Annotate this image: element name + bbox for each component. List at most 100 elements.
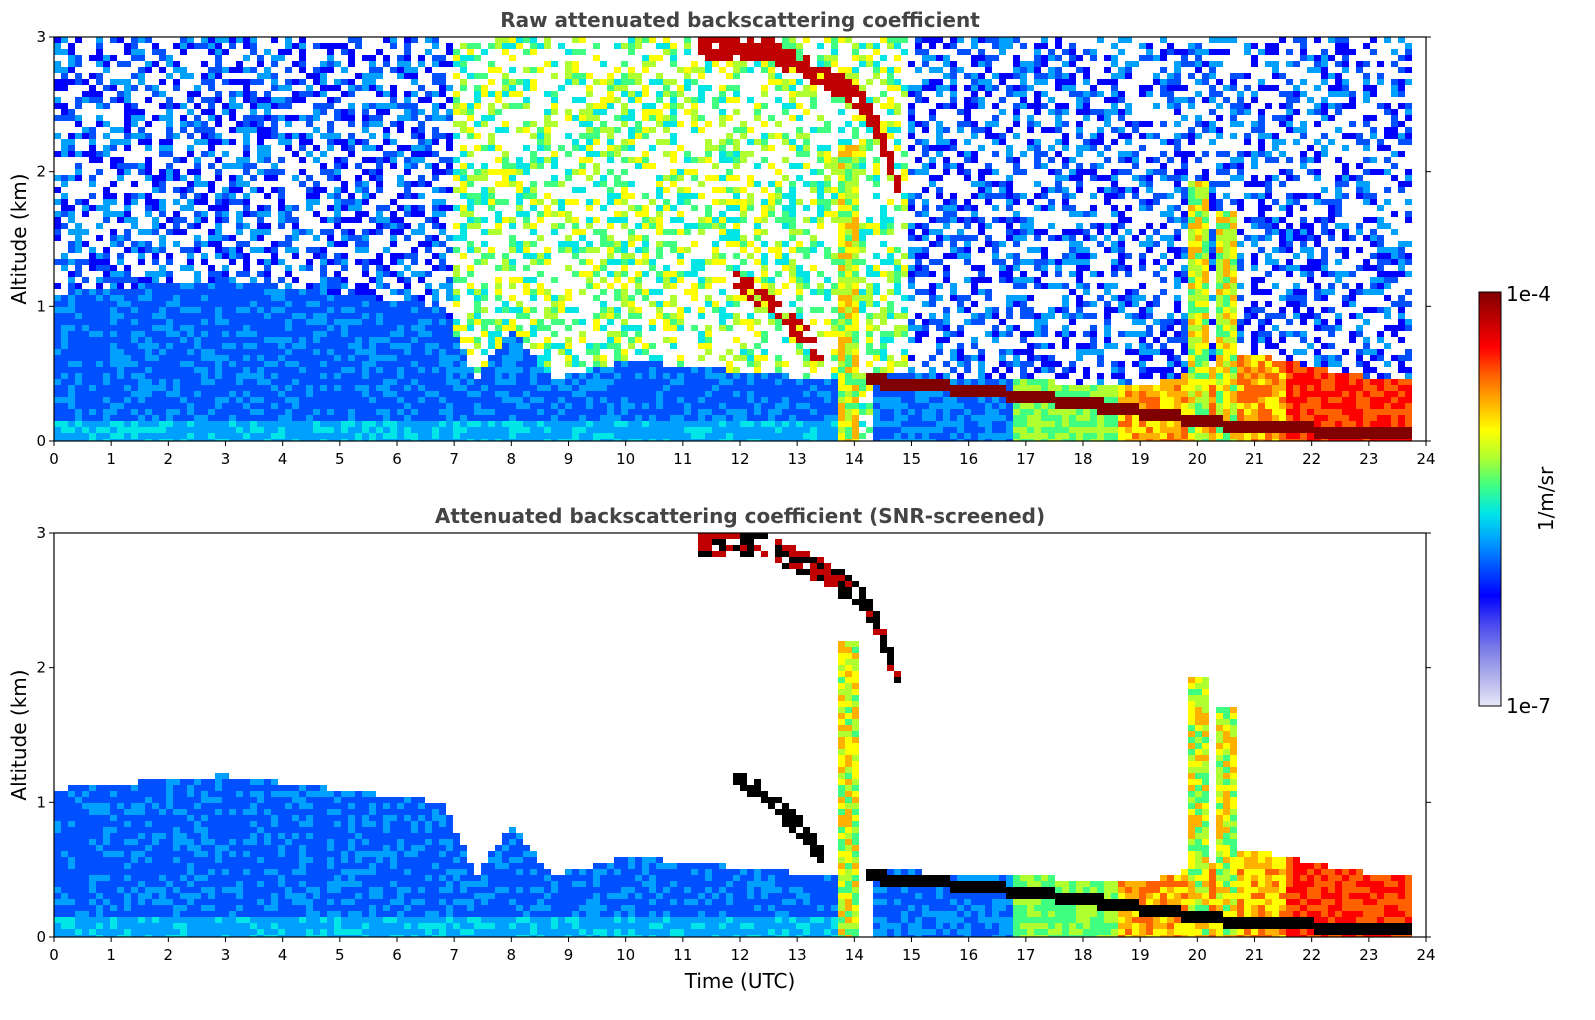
heatmap-cell (572, 49, 579, 55)
heatmap-cell (418, 145, 425, 151)
heatmap-cell (348, 115, 355, 121)
heatmap-cell (96, 367, 103, 373)
heatmap-cell (236, 91, 243, 97)
heatmap-cell (677, 439, 684, 441)
heatmap-cell (467, 49, 474, 55)
heatmap-cell (418, 229, 425, 235)
heatmap-cell (68, 67, 75, 73)
heatmap-cell (495, 307, 502, 313)
heatmap-cell (124, 403, 131, 409)
heatmap-cell (474, 319, 481, 325)
heatmap-cell (271, 367, 278, 373)
heatmap-cell (369, 217, 376, 223)
heatmap-cell (642, 61, 649, 67)
heatmap-cell (740, 385, 747, 391)
heatmap-cell (446, 265, 453, 271)
heatmap-cell (222, 397, 229, 403)
heatmap-cell (208, 103, 215, 109)
heatmap-cell (558, 295, 565, 301)
heatmap-cell (96, 37, 103, 43)
heatmap-cell (607, 259, 614, 265)
heatmap-cell (89, 331, 96, 337)
heatmap-cell (180, 127, 187, 133)
heatmap-cell (327, 277, 334, 283)
heatmap-cell (96, 373, 103, 379)
heatmap-cell (390, 241, 397, 247)
heatmap-cell (439, 253, 446, 259)
heatmap-cell (131, 181, 138, 187)
heatmap-cell (488, 415, 495, 421)
heatmap-cell (54, 217, 61, 223)
heatmap-cell (509, 79, 516, 85)
heatmap-cell (425, 181, 432, 187)
heatmap-cell (229, 331, 236, 337)
heatmap-cell (684, 73, 691, 79)
heatmap-cell (208, 349, 215, 355)
heatmap-cell (306, 175, 313, 181)
heatmap-cell (131, 307, 138, 313)
heatmap-cell (348, 325, 355, 331)
heatmap-cell (824, 277, 831, 283)
heatmap-cell (334, 421, 341, 427)
heatmap-cell (201, 133, 208, 139)
heatmap-cell (215, 175, 222, 181)
heatmap-cell (698, 181, 705, 187)
heatmap-cell (278, 217, 285, 223)
heatmap-cell (817, 439, 824, 441)
heatmap-cell (488, 205, 495, 211)
heatmap-cell (775, 55, 782, 61)
heatmap-cell (124, 307, 131, 313)
heatmap-cell (404, 157, 411, 163)
heatmap-cell (726, 187, 733, 193)
heatmap-cell (635, 133, 642, 139)
heatmap-cell (460, 211, 467, 217)
heatmap-cell (572, 427, 579, 433)
heatmap-cell (166, 403, 173, 409)
heatmap-cell (117, 367, 124, 373)
heatmap-cell (166, 289, 173, 295)
heatmap-cell (138, 307, 145, 313)
heatmap-cell (761, 265, 768, 271)
heatmap-cell (642, 151, 649, 157)
heatmap-cell (411, 379, 418, 385)
heatmap-cell (187, 43, 194, 49)
heatmap-cell (593, 265, 600, 271)
heatmap-cell (383, 433, 390, 439)
heatmap-cell (481, 85, 488, 91)
heatmap-cell (355, 241, 362, 247)
heatmap-cell (712, 397, 719, 403)
heatmap-cell (579, 271, 586, 277)
heatmap-cell (677, 367, 684, 373)
heatmap-cell (222, 289, 229, 295)
heatmap-cell (439, 331, 446, 337)
heatmap-cell (593, 229, 600, 235)
heatmap-cell (117, 259, 124, 265)
heatmap-cell (411, 193, 418, 199)
heatmap-cell (82, 259, 89, 265)
heatmap-cell (194, 115, 201, 121)
heatmap-cell (75, 247, 82, 253)
heatmap-cell (96, 103, 103, 109)
heatmap-cell (110, 361, 117, 367)
heatmap-cell (313, 319, 320, 325)
heatmap-cell (663, 367, 670, 373)
heatmap-cell (383, 271, 390, 277)
heatmap-cell (628, 373, 635, 379)
heatmap-cell (740, 433, 747, 439)
heatmap-cell (705, 403, 712, 409)
heatmap-cell (110, 181, 117, 187)
heatmap-cell (271, 337, 278, 343)
heatmap-cell (782, 409, 789, 415)
heatmap-cell (530, 439, 537, 441)
heatmap-cell (54, 235, 61, 241)
heatmap-cell (551, 415, 558, 421)
heatmap-cell (327, 295, 334, 301)
heatmap-cell (432, 127, 439, 133)
heatmap-cell (201, 433, 208, 439)
heatmap-cell (782, 379, 789, 385)
heatmap-cell (537, 403, 544, 409)
heatmap-cell (103, 319, 110, 325)
heatmap-cell (124, 169, 131, 175)
heatmap-cell (285, 313, 292, 319)
heatmap-cell (677, 121, 684, 127)
